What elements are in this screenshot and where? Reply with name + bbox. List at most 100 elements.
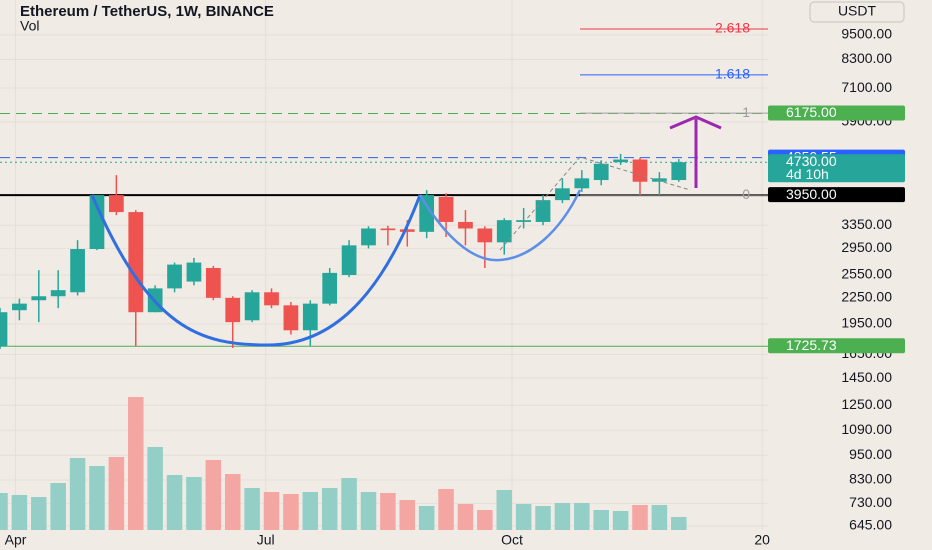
candle-body: [419, 195, 435, 232]
price-tag: [768, 105, 905, 121]
y-tick-label: 1090.00: [841, 421, 892, 437]
price-tag: [768, 338, 905, 354]
x-tick-label: Jul: [257, 532, 275, 548]
volume-bar: [263, 492, 280, 530]
volume-bar: [302, 492, 319, 530]
y-tick-label: 645.00: [849, 517, 892, 533]
candle-body: [264, 292, 279, 306]
candle-body: [225, 297, 241, 323]
volume-bar: [457, 504, 474, 530]
candle-body: [0, 312, 8, 347]
volume-bar: [31, 497, 47, 530]
volume-bar: [593, 510, 609, 530]
candle-body: [399, 229, 415, 232]
volume-bar: [399, 500, 416, 530]
y-tick-label: 1450.00: [841, 369, 892, 385]
candle-body: [302, 303, 318, 331]
price-tag: [768, 187, 905, 203]
y-tick-label: 9500.00: [841, 26, 892, 42]
chart-title: Ethereum / TetherUS, 1W, BINANCE: [20, 3, 274, 20]
volume-bar: [612, 511, 629, 530]
volume-bar: [496, 490, 512, 530]
volume-bar: [186, 477, 202, 530]
candle-body: [167, 264, 182, 289]
fib-trend: [499, 156, 691, 251]
volume-bar: [11, 495, 28, 530]
currency-button-label[interactable]: USDT: [838, 3, 877, 19]
volume-bar: [283, 494, 299, 530]
candle-body: [613, 159, 628, 163]
price-tag-label: 4730.00: [786, 153, 837, 169]
candle-body: [535, 200, 551, 222]
volume-bar: [205, 460, 222, 530]
candle-body: [186, 262, 202, 282]
y-tick-label: 8300.00: [841, 50, 892, 66]
candle-body: [671, 162, 687, 181]
y-tick-label: 3350.00: [841, 216, 892, 232]
fib-label: 0: [742, 186, 750, 202]
candle-body: [128, 212, 144, 313]
volume-bar: [651, 505, 668, 530]
axes: 9500.008300.007100.005900.003350.002950.…: [5, 26, 905, 548]
candle-body: [322, 272, 338, 304]
candle-body: [361, 228, 376, 246]
candle-body: [574, 178, 590, 189]
volume-bar: [69, 458, 86, 530]
fib-label: 2.618: [715, 20, 750, 36]
volume-bar: [380, 493, 396, 530]
volume-label: Vol: [20, 18, 39, 34]
candle-body: [458, 221, 473, 229]
candle-body: [12, 303, 27, 311]
volume-bar: [477, 510, 493, 530]
candle-body: [50, 290, 66, 297]
candle-body: [89, 195, 105, 250]
fib-label: 1: [742, 104, 750, 120]
volume-pane: [0, 397, 687, 530]
candle-body: [652, 178, 667, 182]
volume-bar: [321, 488, 338, 530]
y-tick-label: 830.00: [849, 471, 892, 487]
price-tag-label: 1725.73: [786, 337, 837, 353]
x-tick-label: Oct: [501, 532, 523, 548]
candle-body: [244, 292, 260, 321]
cup-curve: [90, 194, 422, 347]
volume-bar: [671, 517, 687, 530]
candle-body: [593, 163, 609, 181]
candle-body: [516, 220, 532, 222]
candle-body: [380, 228, 396, 231]
y-tick-label: 2950.00: [841, 239, 892, 255]
handle-curve: [418, 189, 582, 262]
x-tick-label: 20: [754, 532, 770, 548]
volume-bar: [244, 488, 260, 530]
candle-body: [108, 195, 124, 213]
volume-bar: [535, 506, 551, 530]
fib-label: 1.618: [715, 66, 750, 82]
y-tick-label: 730.00: [849, 494, 892, 510]
volume-bar: [50, 483, 66, 530]
volume-bar: [341, 478, 357, 530]
candle-body: [283, 305, 299, 331]
candle-body: [341, 245, 357, 276]
candle-body: [438, 196, 454, 222]
volume-bar: [554, 503, 571, 530]
y-tick-label: 2250.00: [841, 289, 892, 305]
candle-body: [555, 188, 570, 201]
volume-bar: [166, 475, 183, 530]
y-tick-label: 1250.00: [841, 396, 892, 412]
volume-bar: [147, 447, 163, 530]
volume-bar: [515, 504, 532, 530]
volume-bar: [108, 457, 125, 530]
volume-bar: [418, 506, 435, 530]
volume-bar: [128, 397, 144, 530]
candle-body: [70, 249, 85, 293]
target-arrow-head: [669, 115, 722, 130]
price-tag-label: 3950.00: [786, 186, 837, 202]
currency-button[interactable]: [809, 1, 905, 23]
y-tick-label: 2550.00: [841, 266, 892, 282]
y-tick-label: 1950.00: [841, 315, 892, 331]
candle-body: [31, 296, 47, 301]
candle-body: [205, 267, 221, 298]
volume-bar: [89, 466, 105, 530]
volume-bar: [632, 505, 648, 530]
